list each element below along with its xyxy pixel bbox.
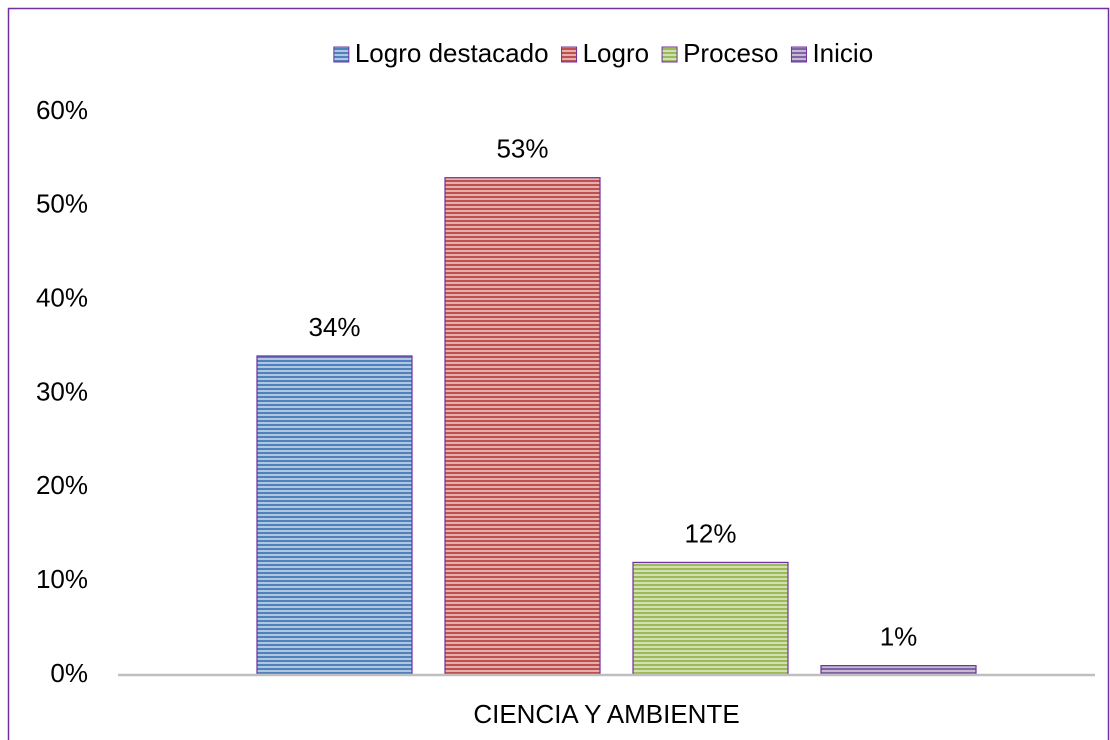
bar [256, 355, 413, 676]
legend-label: Proceso [683, 38, 778, 68]
legend-swatch [561, 46, 578, 63]
y-tick-label: 30% [36, 376, 88, 406]
legend-label: Logro destacado [355, 38, 549, 68]
bar [820, 665, 977, 676]
x-tick-label: CIENCIA Y AMBIENTE [473, 699, 739, 729]
data-label: 34% [308, 312, 360, 342]
y-tick-label: 10% [36, 564, 88, 594]
y-tick-label: 20% [36, 470, 88, 500]
bar [632, 561, 789, 676]
y-tick-label: 40% [36, 283, 88, 313]
legend-swatch [661, 46, 678, 63]
y-tick-label: 0% [50, 658, 88, 688]
y-tick-label: 50% [36, 189, 88, 219]
legend-label: Inicio [812, 38, 873, 68]
chart-border [7, 7, 1110, 740]
legend-swatch [333, 46, 350, 63]
y-tick-label: 60% [36, 95, 88, 125]
legend-swatch [790, 46, 807, 63]
legend-label: Logro [583, 38, 650, 68]
data-label: 53% [496, 134, 548, 164]
data-label: 1% [880, 621, 918, 651]
bar [444, 177, 601, 676]
data-label: 12% [684, 518, 736, 548]
